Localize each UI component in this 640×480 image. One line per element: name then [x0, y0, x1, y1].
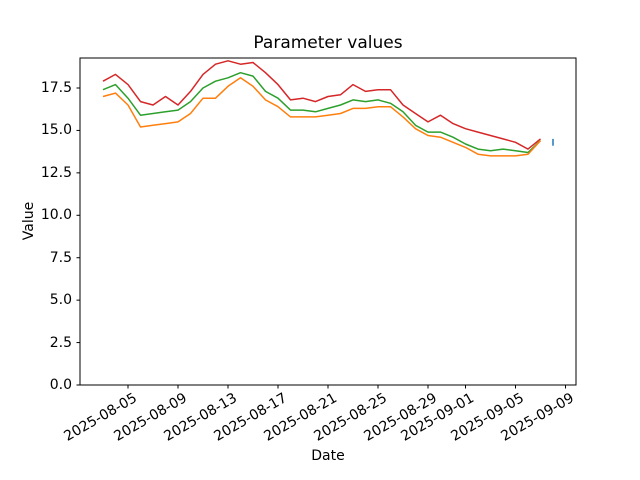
y-tick-label: 7.5	[49, 249, 72, 266]
y-tick-label: 10.0	[40, 207, 72, 224]
y-tick-label: 0.0	[49, 377, 72, 393]
series-red-line	[102, 60, 541, 150]
y-tick-label: 2.5	[49, 334, 72, 351]
chart-title: Parameter values	[253, 33, 403, 53]
y-tick-label: 12.5	[40, 164, 72, 181]
y-tick-label: 15.0	[40, 122, 72, 139]
series-green-line	[102, 71, 542, 154]
y-tick-label: 17.5	[40, 80, 72, 96]
series-orange-line	[102, 77, 542, 157]
y-tick-label: 5.0	[49, 292, 72, 309]
x-axis-label: Date	[311, 448, 345, 464]
axes-frame	[79, 57, 577, 386]
